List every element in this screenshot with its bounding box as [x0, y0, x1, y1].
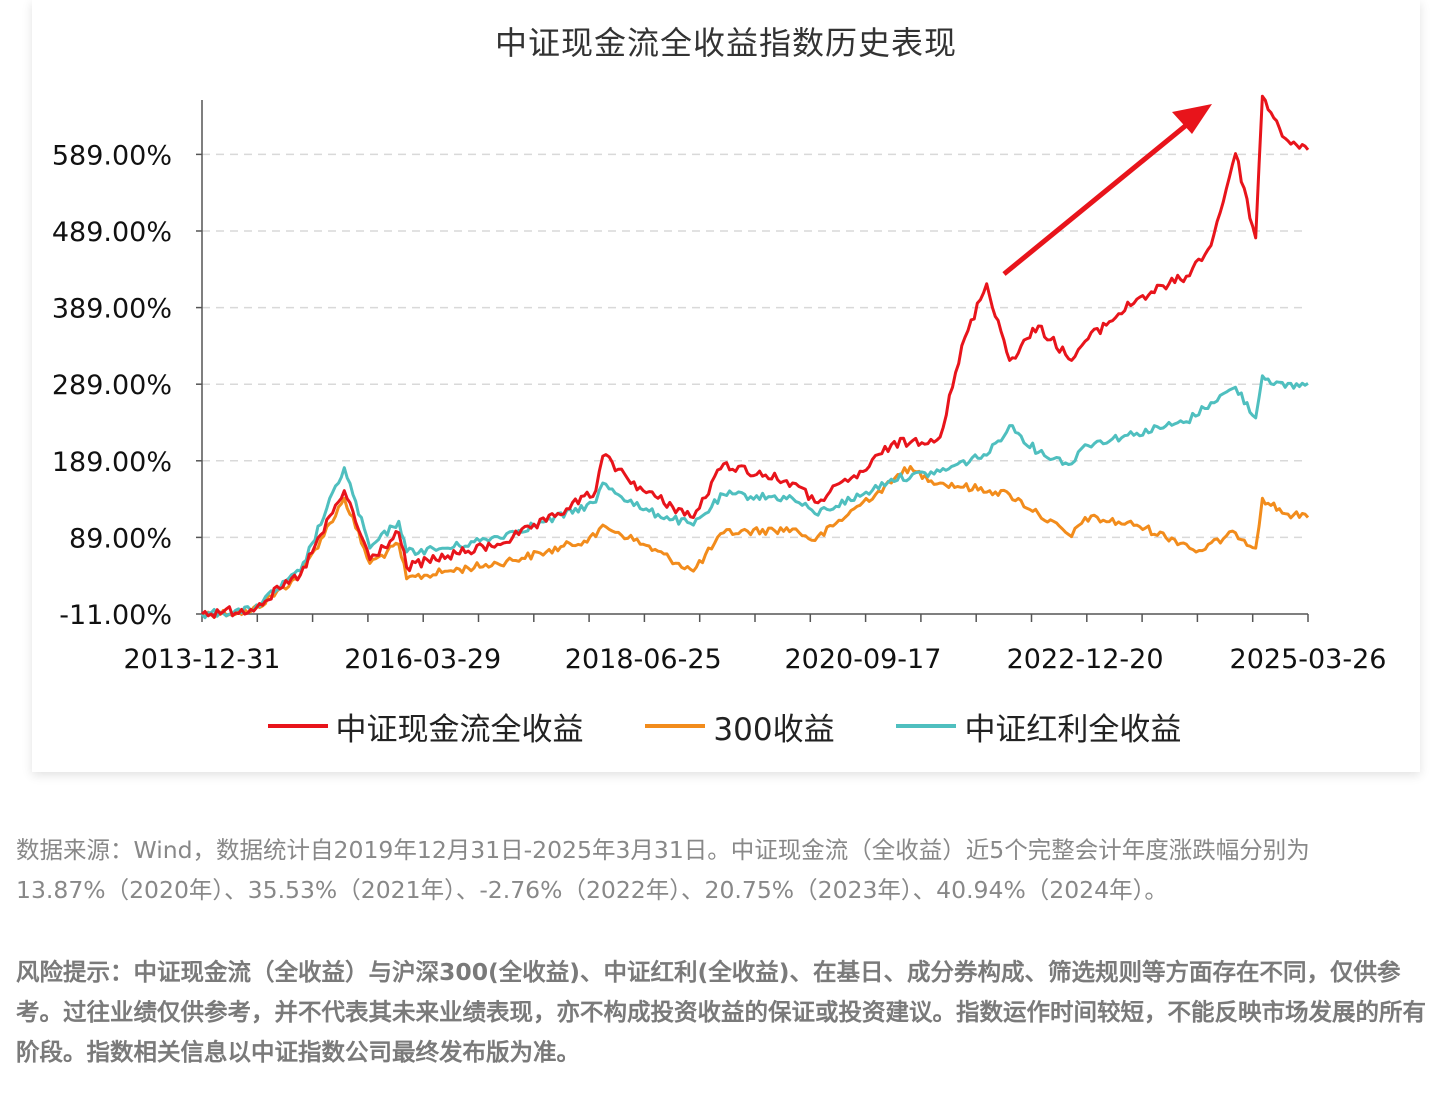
chart-title: 中证现金流全收益指数历史表现 [494, 24, 957, 62]
y-tick-label: 489.00% [52, 217, 172, 248]
x-tick-label: 2022-12-20 [1007, 644, 1164, 675]
legend-swatch-csi300 [645, 724, 706, 728]
legend-swatch-dividend [896, 724, 957, 728]
y-tick-label: 189.00% [52, 447, 172, 478]
legend-label-dividend: 中证红利全收益 [964, 711, 1182, 748]
x-tick-label: 2016-03-29 [344, 644, 501, 675]
y-tick-label: -11.00% [59, 600, 172, 631]
x-tick-label: 2020-09-17 [784, 644, 941, 675]
chart-legend: 中证现金流全收益 300收益 中证红利全收益 [0, 700, 1449, 749]
line-chart: 589.00% 489.00% 389.00% 289.00% 189.00% 89.00… [52, 94, 1387, 675]
x-tick-label: 2025-03-26 [1230, 644, 1387, 675]
legend-item-csi300: 300收益 [645, 704, 835, 749]
series-line-2 [201, 465, 1310, 619]
y-tick-label: 389.00% [52, 294, 172, 325]
legend-label-csi300: 300收益 [713, 711, 835, 748]
y-tick-label: 589.00% [52, 140, 172, 171]
y-tick-label: 289.00% [52, 370, 172, 401]
risk-disclaimer: 风险提示：中证现金流（全收益）与沪深300(全收益)、中证红利(全收益)、在基日… [16, 958, 1426, 1066]
series-line-1 [201, 94, 1310, 619]
x-tick-label: 2013-12-31 [124, 644, 281, 675]
legend-item-dividend: 中证红利全收益 [896, 704, 1181, 749]
legend-swatch-cashflow [267, 724, 328, 728]
y-tick-label: 89.00% [69, 523, 172, 554]
trend-arrow-shaft [1002, 116, 1197, 276]
legend-item-cashflow: 中证现金流全收益 [267, 704, 584, 749]
x-tick-label: 2018-06-25 [565, 644, 722, 675]
data-source-note: 数据来源：Wind，数据统计自2019年12月31日-2025年3月31日。中证… [16, 836, 1310, 904]
legend-label-cashflow: 中证现金流全收益 [335, 711, 584, 748]
trend-arrow-head [1172, 104, 1212, 134]
series-line-3 [200, 374, 1309, 620]
